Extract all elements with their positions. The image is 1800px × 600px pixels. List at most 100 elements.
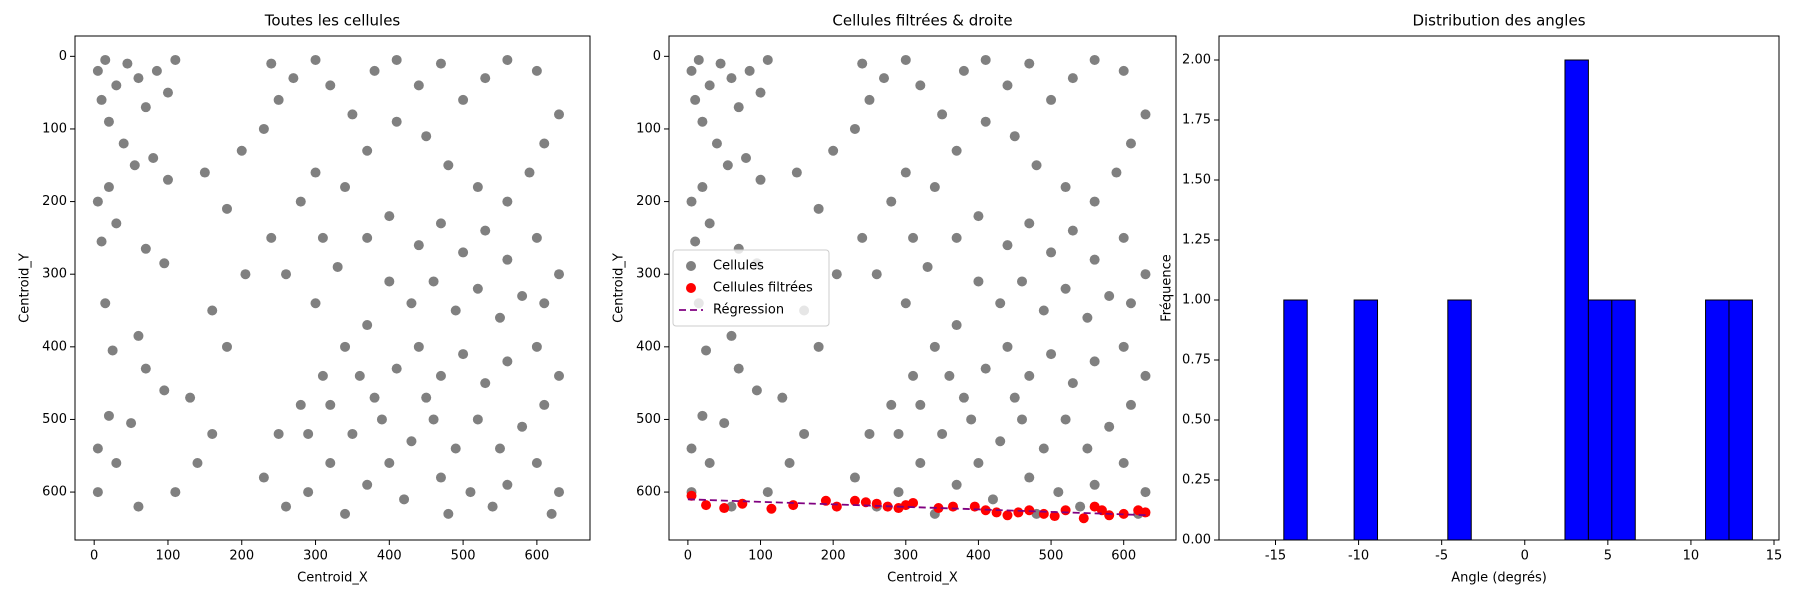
point (546, 508, 557, 519)
point (1046, 94, 1057, 105)
point (472, 182, 483, 193)
point (458, 94, 469, 105)
point (100, 54, 111, 65)
point (399, 494, 410, 505)
point (384, 211, 395, 222)
y-tick-label: 2.00 (1182, 53, 1211, 68)
point (384, 276, 395, 287)
x-axis-label: Angle (degrés) (1451, 571, 1547, 586)
point (933, 503, 944, 514)
point (1111, 167, 1122, 178)
x-tick-label: 100 (156, 549, 181, 564)
point (111, 80, 122, 91)
x-tick-label: 600 (524, 549, 549, 564)
x-tick-label: 500 (1039, 549, 1064, 564)
point (443, 508, 454, 519)
y-tick-label: 0 (653, 49, 661, 64)
point (221, 203, 232, 214)
point (937, 428, 948, 439)
point (722, 160, 733, 171)
point (849, 495, 860, 506)
point (170, 487, 181, 498)
point (317, 370, 328, 381)
point (915, 80, 926, 91)
point (944, 370, 955, 381)
point (554, 269, 565, 280)
point (886, 196, 897, 207)
point (103, 116, 114, 127)
point (531, 65, 542, 76)
y-tick-label: 0.50 (1182, 413, 1211, 428)
point (288, 73, 299, 84)
point (354, 370, 365, 381)
chart-title: Cellules filtrées & droite (832, 12, 1012, 30)
point (111, 458, 122, 469)
point (704, 218, 715, 229)
point (539, 138, 550, 149)
point (151, 65, 162, 76)
point (111, 218, 122, 229)
point (951, 145, 962, 156)
x-tick-label: 0 (90, 549, 98, 564)
point (1017, 414, 1028, 425)
point (1104, 421, 1115, 432)
x-tick-label: 10 (1683, 549, 1700, 564)
point (966, 414, 977, 425)
point (697, 182, 708, 193)
point (726, 330, 737, 341)
point (207, 305, 218, 316)
point (406, 436, 417, 447)
point (973, 276, 984, 287)
point (1089, 356, 1100, 367)
point (406, 298, 417, 309)
y-tick-label: 100 (42, 121, 67, 136)
point (162, 174, 173, 185)
legend-label: Cellules (713, 259, 764, 274)
point (103, 410, 114, 421)
point (325, 80, 336, 91)
legend-label: Régression (713, 303, 784, 318)
point (690, 94, 701, 105)
point (480, 73, 491, 84)
point (340, 341, 351, 352)
point (1118, 232, 1129, 243)
point (879, 73, 890, 84)
point (1038, 443, 1049, 454)
point (1082, 312, 1093, 323)
point (1125, 399, 1136, 410)
legend-marker (686, 261, 696, 271)
point (1089, 196, 1100, 207)
point (310, 298, 321, 309)
point (133, 501, 144, 512)
point (140, 102, 151, 113)
y-tick-label: 600 (42, 485, 67, 500)
x-tick-label: -15 (1265, 549, 1286, 564)
point (755, 87, 766, 98)
point (347, 428, 358, 439)
point (857, 58, 868, 69)
point (281, 501, 292, 512)
point (435, 218, 446, 229)
point (893, 487, 904, 498)
point (310, 54, 321, 65)
point (435, 58, 446, 69)
point (428, 414, 439, 425)
point (915, 458, 926, 469)
point (362, 479, 373, 490)
legend-label: Cellules filtrées (713, 281, 813, 296)
y-tick-label: 1.00 (1182, 293, 1211, 308)
point (857, 232, 868, 243)
point (686, 65, 697, 76)
chart-title: Distribution des angles (1412, 12, 1585, 30)
point (995, 436, 1006, 447)
point (693, 54, 704, 65)
point (1060, 182, 1071, 193)
panel: Toutes les cellules Centroid_X Centroid_Y 0… (18, 12, 591, 586)
point (788, 500, 799, 511)
plot-frame (668, 35, 1177, 541)
point (915, 399, 926, 410)
point (762, 487, 773, 498)
point (886, 399, 897, 410)
point (1002, 240, 1013, 251)
point (762, 54, 773, 65)
